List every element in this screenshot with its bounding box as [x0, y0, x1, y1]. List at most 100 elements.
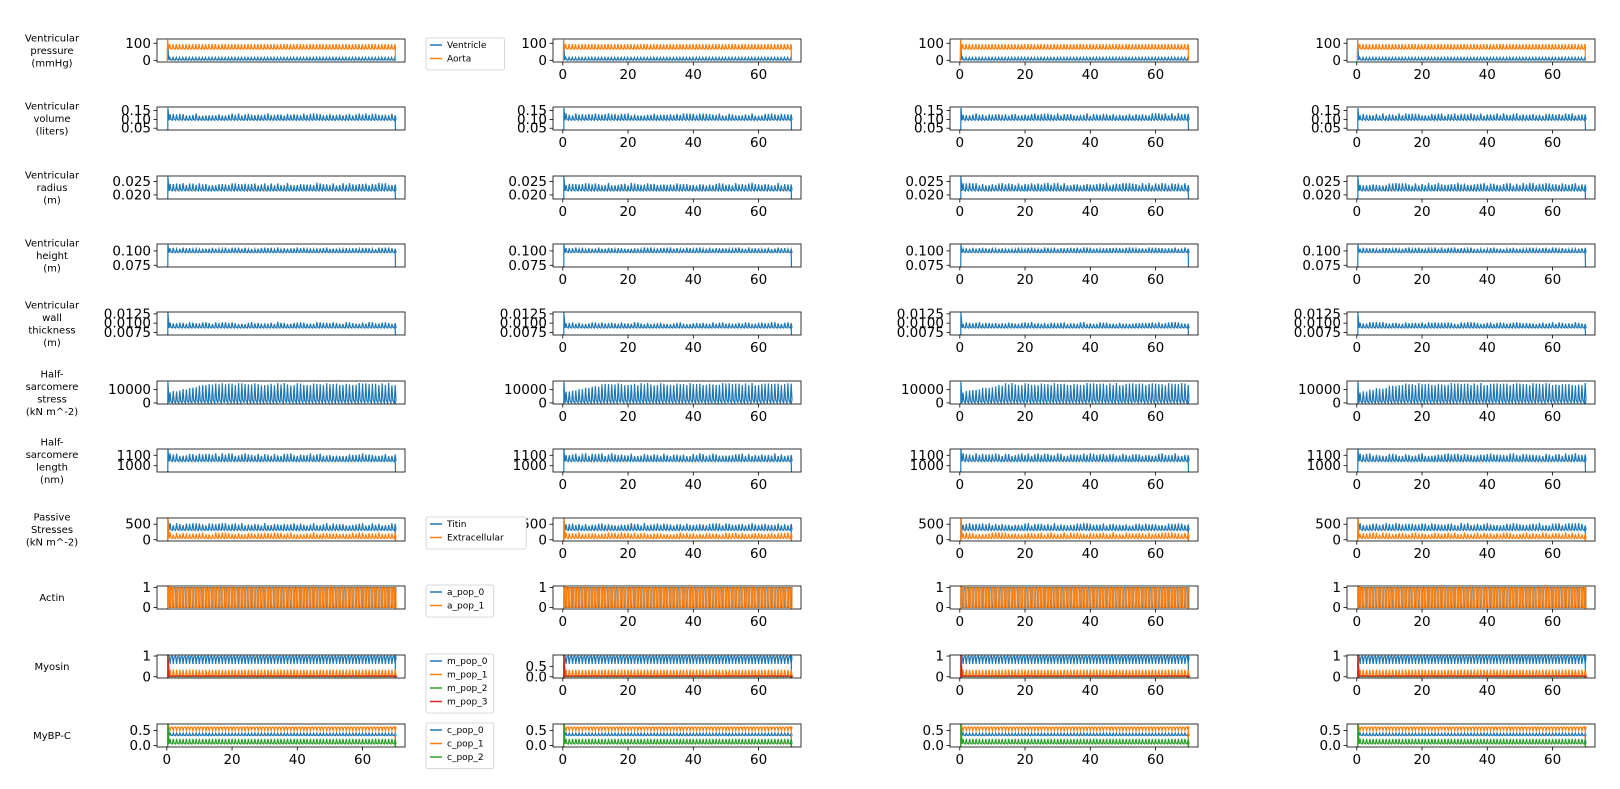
series-line — [959, 655, 1190, 678]
axes-frame — [1346, 243, 1596, 268]
x-tick-label: 20 — [1413, 614, 1430, 630]
x-tick-label: 20 — [619, 67, 636, 83]
axes-frame — [1346, 448, 1596, 473]
y-tick-label: 0 — [935, 53, 944, 69]
series-line — [562, 586, 793, 609]
x-tick-label: 20 — [619, 752, 636, 768]
x-tick-label: 60 — [750, 67, 767, 83]
x-tick-label: 0 — [1352, 272, 1361, 288]
axes-frame — [949, 654, 1199, 679]
x-tick-label: 40 — [1082, 614, 1099, 630]
row-label-line: sarcomere — [26, 450, 79, 461]
y-tick-label: 0.075 — [1302, 258, 1341, 274]
y-tick-label: 1100 — [513, 448, 547, 464]
x-tick-label: 40 — [1479, 614, 1496, 630]
x-tick-label: 0 — [955, 272, 964, 288]
x-tick-label: 40 — [685, 477, 702, 493]
series-line — [1356, 655, 1588, 678]
series-line — [166, 244, 397, 267]
axes-frame — [1346, 106, 1596, 131]
y-tick-label: 1000 — [513, 458, 547, 474]
x-tick-label: 40 — [1082, 204, 1099, 220]
axes-frame — [949, 38, 1199, 63]
series-line — [959, 244, 1190, 267]
y-tick-label: 0.075 — [905, 258, 944, 274]
y-tick-label: 0.0075 — [104, 325, 151, 341]
x-tick-label: 40 — [685, 340, 702, 356]
y-tick-label: 0.5 — [923, 723, 944, 739]
series-line — [959, 586, 1190, 609]
x-tick-label: 20 — [1016, 546, 1033, 562]
legend-entry: c_pop_0 — [447, 726, 484, 736]
x-tick-label: 20 — [1016, 752, 1033, 768]
y-tick-label: 0.10 — [121, 112, 151, 128]
axes-frame — [1346, 38, 1596, 63]
series-line — [959, 107, 1190, 130]
x-tick-label: 0 — [955, 67, 964, 83]
axes-frame — [1346, 175, 1596, 200]
series-line — [166, 312, 397, 335]
x-tick-label: 40 — [1082, 409, 1099, 425]
row-label-line: radius — [37, 183, 68, 194]
legend-entry: m_pop_1 — [447, 671, 487, 681]
legend-entry: Extracellular — [447, 534, 504, 544]
row-label-line: Half- — [40, 369, 63, 380]
x-tick-label: 20 — [619, 477, 636, 493]
y-tick-label: 1100 — [910, 448, 944, 464]
subplot: 01 — [142, 580, 406, 616]
row-label-line: (liters) — [36, 127, 69, 138]
axes-frame — [1346, 654, 1596, 679]
series-line — [959, 312, 1190, 335]
y-tick-label: 0.0125 — [104, 306, 151, 322]
y-tick-label: 0 — [142, 669, 151, 685]
subplot: 010 20 40 60 — [935, 649, 1199, 699]
series-line — [1356, 312, 1587, 335]
y-tick-label: 0 — [538, 53, 547, 69]
series-line — [959, 176, 1190, 199]
series-line — [959, 39, 1190, 61]
x-tick-label: 60 — [750, 546, 767, 562]
axes-frame — [156, 175, 406, 200]
y-tick-label: 0.0075 — [1294, 325, 1341, 341]
y-tick-label: 500 — [125, 517, 151, 533]
axes-frame — [552, 380, 802, 405]
y-tick-label: 100 — [521, 36, 547, 52]
row-label-line: volume — [33, 114, 70, 125]
x-tick-label: 40 — [1082, 752, 1099, 768]
row-label-line: wall — [42, 313, 62, 324]
y-tick-label: 0.020 — [1302, 187, 1341, 203]
y-tick-label: 0.025 — [1302, 174, 1341, 190]
y-tick-label: 500 — [918, 517, 944, 533]
y-tick-label: 0.15 — [914, 103, 944, 119]
x-tick-label: 60 — [1544, 546, 1561, 562]
y-tick-label: 1000 — [117, 458, 151, 474]
x-tick-label: 40 — [685, 752, 702, 768]
row-label-line: Stresses — [31, 525, 73, 536]
y-tick-label: 0.020 — [112, 187, 151, 203]
legend-entry: Ventricle — [447, 41, 487, 51]
y-tick-label: 0 — [1332, 395, 1341, 411]
y-tick-label: 0.100 — [905, 243, 944, 259]
series-line — [166, 655, 398, 678]
axes-frame — [1346, 380, 1596, 405]
series-line — [1356, 381, 1587, 404]
y-tick-label: 0.10 — [1311, 112, 1341, 128]
series-line — [166, 724, 397, 747]
y-tick-label: 1100 — [1307, 448, 1341, 464]
subplot: 0.00.5 0 20 40 60 — [923, 723, 1199, 768]
x-tick-label: 60 — [1544, 204, 1561, 220]
x-tick-label: 0 — [955, 477, 964, 493]
x-tick-label: 40 — [1082, 272, 1099, 288]
series-line — [1356, 724, 1587, 747]
x-tick-label: 0 — [955, 340, 964, 356]
row-label-line: (kN m^-2) — [26, 538, 78, 549]
axes-frame — [552, 517, 802, 542]
subplot: 010 20 40 60 — [538, 580, 802, 630]
